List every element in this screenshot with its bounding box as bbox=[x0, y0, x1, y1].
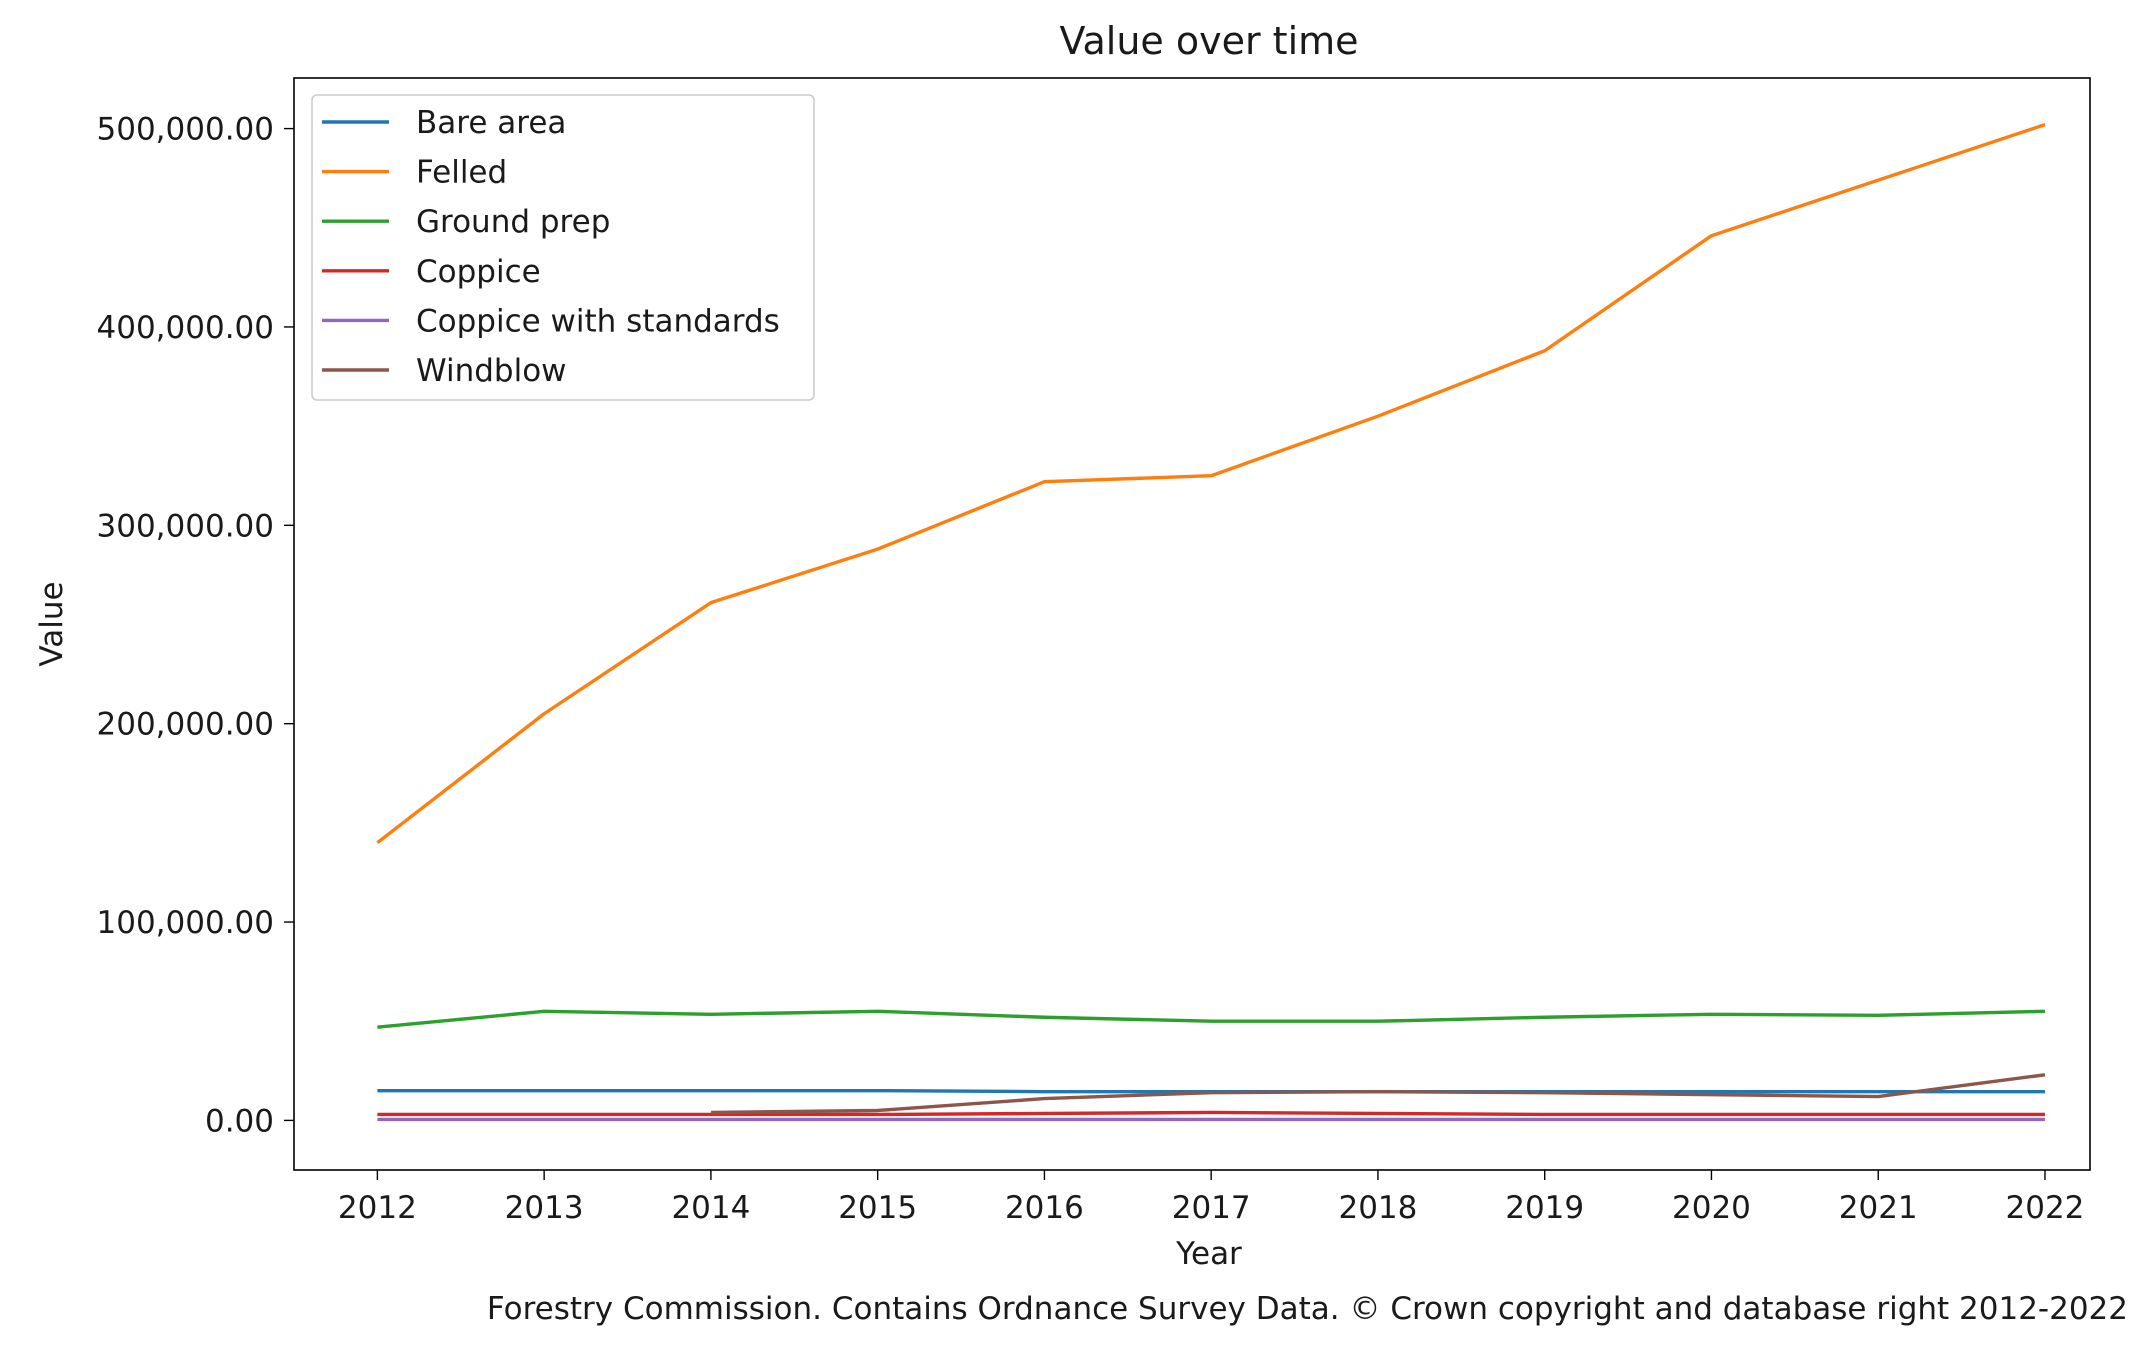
y-tick-label: 300,000.00 bbox=[97, 508, 275, 544]
y-tick-label: 400,000.00 bbox=[97, 310, 275, 346]
legend-label-felled: Felled bbox=[416, 155, 507, 191]
series-line-ground-prep bbox=[377, 1009, 2046, 1029]
x-tick-label: 2012 bbox=[338, 1190, 417, 1226]
x-tick-label: 2020 bbox=[1672, 1190, 1751, 1226]
y-axis-ticks: 0.00 100,000.00 200,000.00 300,000.00 400,00… bbox=[97, 112, 294, 1139]
x-tick-label: 2015 bbox=[838, 1190, 917, 1226]
series-line-coppice bbox=[377, 1110, 2045, 1117]
y-tick-label: 0.00 bbox=[205, 1103, 274, 1139]
x-tick-label: 2014 bbox=[671, 1190, 750, 1226]
legend-label-ground-prep: Ground prep bbox=[416, 204, 610, 240]
source-caption: Forestry Commission. Contains Ordnance S… bbox=[487, 1291, 2128, 1327]
legend-label-coppice-with-standards: Coppice with standards bbox=[416, 303, 780, 339]
x-axis-label: Year bbox=[1175, 1236, 1242, 1272]
legend: Bare area Felled Ground prep Coppice Coppice… bbox=[311, 94, 815, 401]
series-lines bbox=[376, 123, 2046, 1122]
legend-label-windblow: Windblow bbox=[416, 353, 567, 389]
y-axis-label: Value bbox=[34, 581, 70, 666]
y-tick-label: 200,000.00 bbox=[97, 707, 275, 743]
legend-label-coppice: Coppice bbox=[416, 254, 541, 290]
x-tick-label: 2021 bbox=[1839, 1190, 1918, 1226]
series-line-felled bbox=[376, 123, 2046, 845]
series-line-windblow bbox=[710, 1073, 2046, 1115]
y-tick-label: 100,000.00 bbox=[97, 905, 275, 941]
x-axis-ticks: 2012 2013 2014 2015 2016 2017 2018 2019 2020 2021… bbox=[338, 1170, 2085, 1226]
x-tick-label: 2013 bbox=[505, 1190, 584, 1226]
legend-items: Bare area Felled Ground prep Coppice Coppice… bbox=[322, 105, 780, 389]
legend-label-bare-area: Bare area bbox=[416, 105, 566, 141]
x-tick-label: 2016 bbox=[1005, 1190, 1084, 1226]
x-tick-label: 2018 bbox=[1338, 1190, 1417, 1226]
plot-frame bbox=[293, 77, 2091, 1171]
x-tick-label: 2022 bbox=[2006, 1190, 2085, 1226]
legend-box bbox=[311, 94, 815, 401]
x-tick-label: 2017 bbox=[1172, 1190, 1251, 1226]
y-tick-label: 500,000.00 bbox=[97, 112, 275, 148]
x-tick-label: 2019 bbox=[1505, 1190, 1584, 1226]
chart-title: Value over time bbox=[1059, 19, 1358, 63]
